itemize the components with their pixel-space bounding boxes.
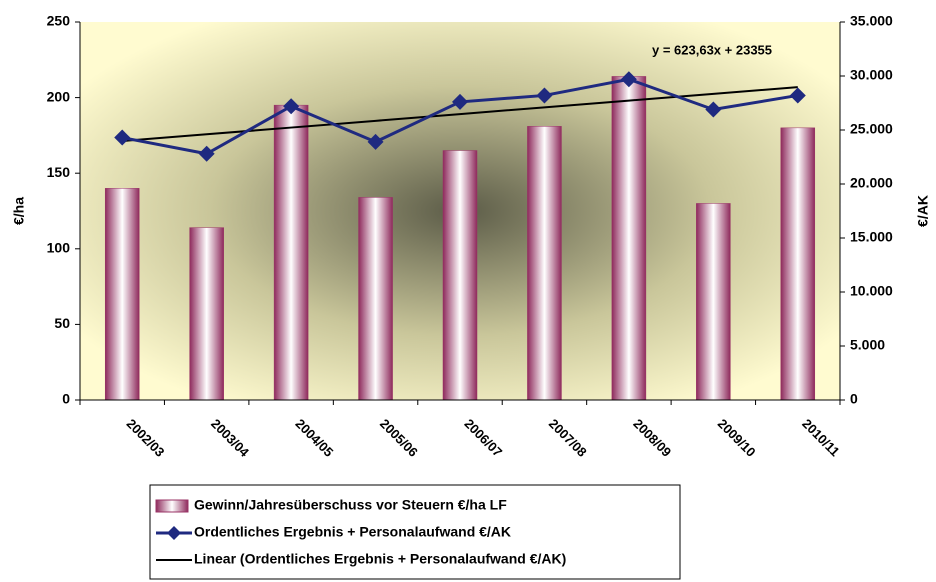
x-tick-label: 2006/07 xyxy=(461,416,505,460)
x-tick-label: 2007/08 xyxy=(546,416,590,460)
y2-tick-label: 5.000 xyxy=(850,337,885,353)
trend-equation: y = 623,63x + 23355 xyxy=(652,42,772,57)
bar xyxy=(442,150,478,401)
y2-tick-label: 20.000 xyxy=(850,175,893,191)
x-tick-label: 2009/10 xyxy=(715,416,759,460)
marker xyxy=(789,87,806,104)
x-tick-label: 2005/06 xyxy=(377,416,421,460)
y2-axis-title: €/AK xyxy=(915,195,931,227)
legend-marker xyxy=(167,526,181,540)
marker xyxy=(536,87,553,104)
bar xyxy=(273,104,309,401)
marker xyxy=(114,129,131,146)
bar xyxy=(189,227,224,401)
marker xyxy=(283,98,300,115)
y2-tick-label: 10.000 xyxy=(850,283,893,299)
x-tick-label: 2010/11 xyxy=(799,416,842,459)
bar xyxy=(527,126,562,401)
x-tick-label: 2003/04 xyxy=(208,416,252,460)
bar xyxy=(358,197,393,401)
marker xyxy=(620,71,637,88)
y-tick-label: 250 xyxy=(47,13,71,29)
legend-label: Linear (Ordentliches Ergebnis + Personal… xyxy=(194,551,566,567)
trend-line xyxy=(122,86,798,143)
y2-tick-label: 25.000 xyxy=(850,121,893,137)
x-tick-label: 2008/09 xyxy=(630,416,674,460)
x-tick-label: 2004/05 xyxy=(293,416,337,460)
marker xyxy=(452,93,468,110)
x-tick-label: 2002/03 xyxy=(124,416,168,460)
y-tick-label: 150 xyxy=(47,164,71,180)
legend-box xyxy=(149,484,681,580)
legend-label: Gewinn/Jahresüberschuss vor Steuern €/ha… xyxy=(194,497,507,513)
y2-tick-label: 0 xyxy=(850,391,858,407)
marker xyxy=(198,145,215,162)
bar xyxy=(104,188,140,401)
bar xyxy=(780,127,816,401)
marker xyxy=(705,101,722,118)
y-tick-label: 100 xyxy=(47,240,71,256)
y-tick-label: 200 xyxy=(47,88,71,104)
legend-label: Ordentliches Ergebnis + Personalaufwand … xyxy=(194,524,511,540)
bar xyxy=(696,203,731,401)
y-tick-label: 0 xyxy=(62,391,70,407)
legend-swatch xyxy=(155,499,189,513)
y-axis-title: €/ha xyxy=(11,197,27,225)
y2-tick-label: 35.000 xyxy=(850,13,893,29)
y2-tick-label: 15.000 xyxy=(850,229,893,245)
y2-tick-label: 30.000 xyxy=(850,67,893,83)
bar xyxy=(611,76,647,401)
y-tick-label: 50 xyxy=(54,315,70,331)
marker xyxy=(367,133,384,150)
